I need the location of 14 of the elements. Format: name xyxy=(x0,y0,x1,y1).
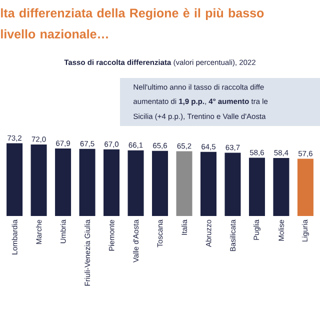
bar xyxy=(297,158,314,216)
bar xyxy=(200,152,216,216)
bar xyxy=(55,148,72,216)
bar xyxy=(152,150,168,216)
bar xyxy=(104,149,120,216)
bar xyxy=(176,151,192,216)
bar xyxy=(6,143,23,216)
bar xyxy=(30,144,47,216)
bar xyxy=(248,158,265,216)
chart-title: lta differenziata della Regione è il più basso livello nazionale… xyxy=(1,8,264,38)
bar xyxy=(128,150,144,216)
bar xyxy=(224,152,241,216)
bar xyxy=(273,158,290,216)
bar xyxy=(79,148,96,216)
